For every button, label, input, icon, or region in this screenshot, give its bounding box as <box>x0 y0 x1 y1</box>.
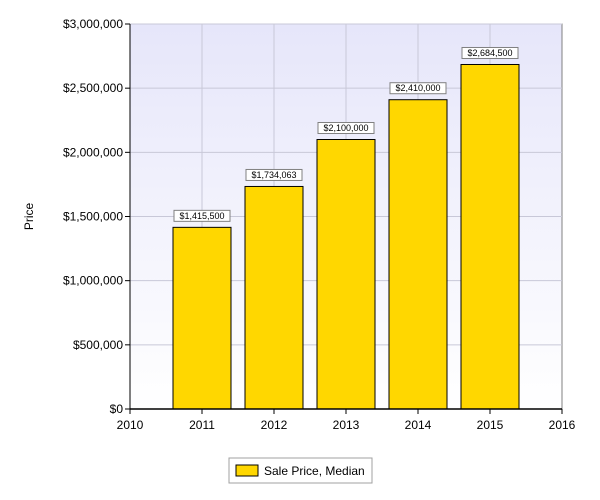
y-axis-title: Price <box>22 203 36 231</box>
data-label-box <box>461 46 519 59</box>
y-tick-label: $1,000,000 <box>63 274 123 288</box>
data-label: $2,684,500 <box>461 46 519 59</box>
data-label: $2,100,000 <box>317 122 375 134</box>
y-tick-label: $2,500,000 <box>63 81 123 95</box>
data-labels: $1,415,500 $1,734,063 $2,100,000 $2,410,000… <box>173 46 519 222</box>
x-tick-label: 2010 <box>117 418 144 432</box>
data-label-box <box>389 82 447 95</box>
data-label-box <box>317 122 375 134</box>
data-label-box <box>173 209 231 222</box>
data-label-text: $1,734,063 <box>251 170 296 180</box>
bar <box>172 226 232 410</box>
legend-swatch <box>235 464 259 477</box>
data-label-text: $2,684,500 <box>467 48 512 58</box>
x-tick-label: 2012 <box>261 418 288 432</box>
y-tick-label: $500,000 <box>73 338 123 352</box>
bar <box>316 139 376 410</box>
bars <box>172 63 520 410</box>
data-label: $2,410,000 <box>389 82 447 95</box>
data-label-text: $1,415,500 <box>179 211 224 221</box>
y-tick-label: $0 <box>110 402 124 416</box>
data-label-box <box>245 168 303 181</box>
data-label-text: $2,100,000 <box>323 123 368 133</box>
x-tick-label: 2014 <box>405 418 432 432</box>
legend-frame <box>228 457 373 484</box>
bar <box>460 63 520 410</box>
data-label-text: $2,410,000 <box>395 83 440 93</box>
y-tick-label: $2,000,000 <box>63 145 123 159</box>
data-label: $1,415,500 <box>173 209 231 222</box>
data-label: $1,734,063 <box>245 168 303 181</box>
x-tick-label: 2016 <box>549 418 576 432</box>
legend-box: Sale Price, Median <box>228 457 373 484</box>
y-tick-label: $3,000,000 <box>63 17 123 31</box>
x-tick-label: 2013 <box>333 418 360 432</box>
x-tick-label: 2015 <box>477 418 504 432</box>
bar <box>388 99 448 410</box>
legend: Sale Price, Median <box>228 457 373 484</box>
legend-label: Sale Price, Median <box>264 464 365 478</box>
bar <box>244 185 304 410</box>
axes: $0 $500,000 $1,000,000 $1,500,000 $2,000,000… <box>22 17 576 432</box>
y-tick-label: $1,500,000 <box>63 210 123 224</box>
x-tick-label: 2011 <box>189 418 215 432</box>
